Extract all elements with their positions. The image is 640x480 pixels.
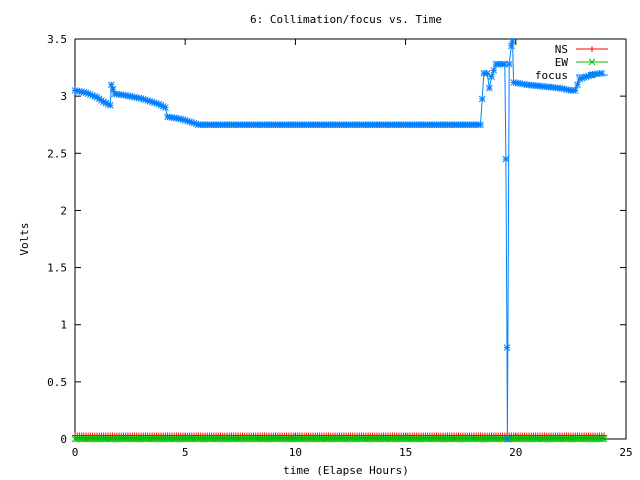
legend-marker — [588, 58, 596, 66]
series-focus — [71, 37, 606, 443]
y-tick-label: 1 — [60, 319, 67, 332]
series-markers — [72, 432, 607, 439]
y-tick-label: 0.5 — [47, 376, 67, 389]
legend-marker — [589, 46, 595, 52]
series-layer — [71, 37, 608, 443]
legend-label: focus — [535, 69, 568, 82]
y-axis-label: Volts — [18, 222, 31, 255]
data-point — [574, 81, 581, 89]
chart-title: 6: Collimation/focus vs. Time — [250, 13, 442, 26]
x-tick-label: 0 — [72, 446, 79, 459]
data-point — [477, 121, 484, 129]
data-point — [598, 435, 606, 443]
y-tick-label: 3.5 — [47, 33, 67, 46]
data-point — [106, 101, 114, 109]
data-point — [108, 81, 115, 89]
x-tick-label: 5 — [182, 446, 189, 459]
series-markers — [71, 435, 608, 443]
legend-label: EW — [555, 56, 569, 69]
data-point — [509, 37, 516, 45]
data-point — [503, 344, 511, 351]
y-tick-label: 1.5 — [47, 262, 67, 275]
x-tick-label: 20 — [509, 446, 522, 459]
x-tick-label: 15 — [399, 446, 412, 459]
y-tick-label: 3 — [60, 90, 67, 103]
data-point — [508, 42, 515, 50]
x-tick-label: 10 — [289, 446, 302, 459]
data-point — [483, 69, 491, 77]
y-tick-label: 2 — [60, 204, 67, 217]
data-point — [478, 95, 486, 103]
data-point — [485, 84, 493, 92]
y-tick-label: 2.5 — [47, 147, 67, 160]
legend-marker — [588, 71, 596, 79]
data-point — [600, 432, 607, 439]
data-point — [600, 435, 608, 443]
data-point — [502, 155, 510, 163]
series-ns — [72, 432, 607, 439]
data-point — [505, 60, 513, 68]
y-tick-label: 0 — [60, 433, 67, 446]
x-axis-label: time (Elapse Hours) — [283, 464, 409, 477]
data-point — [162, 104, 169, 111]
data-point — [488, 73, 495, 81]
legend-label: NS — [555, 43, 568, 56]
x-tick-label: 25 — [619, 446, 632, 459]
series-markers — [71, 37, 606, 443]
plot-frame — [74, 38, 627, 440]
series-ew — [71, 435, 608, 443]
data-point — [571, 87, 579, 94]
data-point — [504, 435, 511, 443]
data-point — [490, 67, 498, 74]
